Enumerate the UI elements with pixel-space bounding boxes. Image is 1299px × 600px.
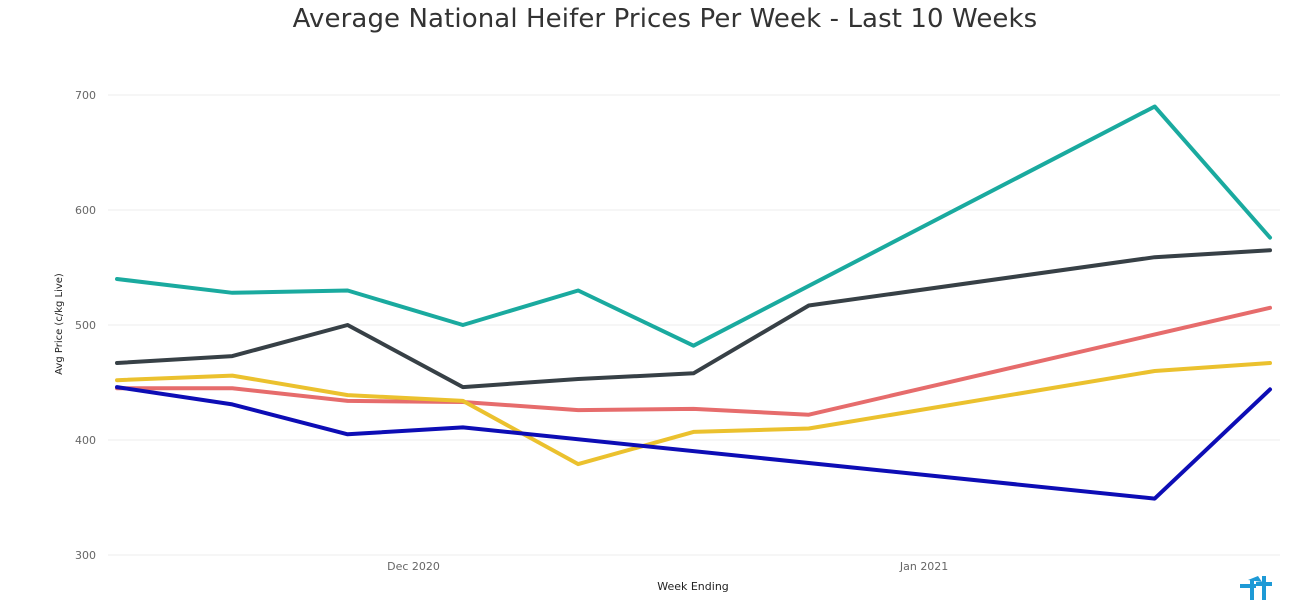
plus-cross-logo-icon — [1240, 576, 1272, 600]
x-axis-title: Week Ending — [657, 580, 729, 593]
x-tick-label: Jan 2021 — [899, 560, 948, 573]
y-tick-labels: 300 400 500 600 700 — [75, 89, 96, 562]
series-lines — [115, 104, 1272, 501]
y-tick-label: 400 — [75, 434, 96, 447]
y-tick-label: 500 — [75, 319, 96, 332]
series-line-5 — [115, 385, 1272, 501]
y-axis-title: Avg Price (c/kg Live) — [54, 273, 65, 375]
x-tick-label: Dec 2020 — [387, 560, 440, 573]
y-tick-label: 600 — [75, 204, 96, 217]
x-tick-labels: Dec 2020 Jan 2021 — [387, 560, 948, 573]
series-line-1 — [115, 104, 1272, 348]
series-line-2 — [115, 248, 1272, 390]
series-line-4 — [115, 361, 1272, 467]
y-tick-label: 300 — [75, 549, 96, 562]
gridlines — [108, 94, 1280, 556]
y-tick-label: 700 — [75, 89, 96, 102]
series-line-3 — [115, 305, 1272, 417]
chart-title: Average National Heifer Prices Per Week … — [292, 4, 1038, 34]
